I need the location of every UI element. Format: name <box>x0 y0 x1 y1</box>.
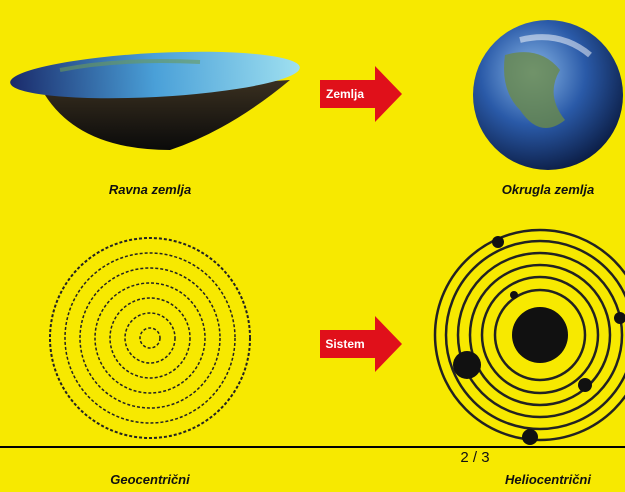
globe-image <box>473 20 623 170</box>
arrow: Zemlja <box>320 66 402 122</box>
arrow: Sistem <box>320 316 402 372</box>
page-indicator: 2 / 3 <box>460 449 489 466</box>
caption: Geocentrični <box>110 472 190 487</box>
caption: Ravna zemlja <box>109 182 191 197</box>
heliocentric-image <box>433 228 625 445</box>
arrow-label: Zemlja <box>326 87 364 101</box>
caption: Heliocentrični <box>505 472 591 487</box>
caption: Okrugla zemlja <box>502 182 594 197</box>
flat-earth-image <box>10 51 300 150</box>
geocentric-image <box>49 237 251 439</box>
arrow-label: Sistem <box>325 337 364 351</box>
